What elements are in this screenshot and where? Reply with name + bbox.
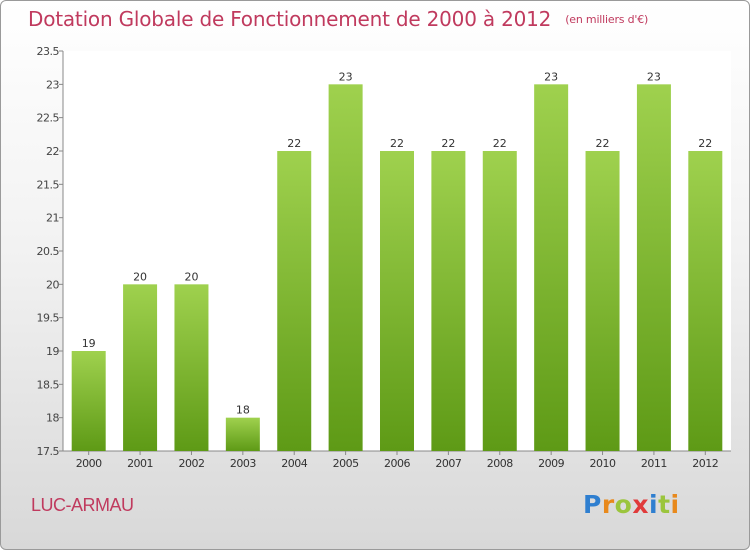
y-tick-label: 22: [46, 145, 59, 158]
x-tick-label: 2004: [281, 457, 307, 470]
x-tick-label: 2000: [76, 457, 102, 470]
data-label: 19: [82, 337, 96, 350]
bar: [482, 151, 517, 451]
chart-title-text: Dotation Globale de Fonctionnement de 20…: [28, 7, 552, 31]
bar: [225, 417, 260, 451]
y-tick-label: 23: [46, 78, 59, 91]
y-tick-label: 18: [46, 412, 59, 425]
x-tick-label: 2011: [641, 457, 667, 470]
x-tick-label: 2007: [435, 457, 461, 470]
data-label: 22: [596, 137, 610, 150]
proxiti-logo[interactable]: Proxiti: [583, 490, 680, 519]
bar: [688, 151, 723, 451]
logo-letter: i: [649, 490, 659, 519]
logo-letter: r: [601, 490, 615, 519]
x-tick-label: 2003: [230, 457, 256, 470]
x-tick-label: 2002: [178, 457, 204, 470]
y-tick-label: 19: [46, 345, 59, 358]
y-tick-label: 23.5: [37, 45, 60, 58]
y-tick-label: 19.5: [37, 312, 60, 325]
data-label: 23: [339, 70, 353, 83]
y-tick-label: 18.5: [37, 378, 60, 391]
bar: [534, 84, 569, 451]
y-tick-label: 20: [46, 278, 59, 291]
y-tick-label: 21: [46, 212, 59, 225]
logo-letter: x: [632, 490, 649, 519]
bar: [277, 151, 312, 451]
data-label: 22: [441, 137, 455, 150]
x-tick-label: 2005: [333, 457, 359, 470]
y-tick-label: 21.5: [37, 178, 60, 191]
data-label: 20: [133, 270, 147, 283]
bar: [328, 84, 363, 451]
x-tick-label: 2006: [384, 457, 410, 470]
data-label: 22: [698, 137, 712, 150]
x-tick-label: 2010: [590, 457, 616, 470]
x-tick-label: 2012: [692, 457, 718, 470]
logo-letter: P: [583, 490, 602, 519]
bar: [380, 151, 414, 451]
bar: [71, 351, 106, 451]
x-tick-label: 2001: [127, 457, 153, 470]
logo-letter: t: [658, 490, 671, 519]
chart-title: Dotation Globale de Fonctionnement de 20…: [28, 7, 648, 31]
bar: [585, 151, 620, 451]
data-label: 23: [647, 70, 661, 83]
bar: [174, 284, 209, 451]
location-name: LUC-ARMAU: [31, 495, 134, 515]
y-tick-label: 17.5: [37, 445, 60, 458]
logo-letter: i: [670, 490, 680, 519]
data-label: 20: [184, 270, 198, 283]
bar: [123, 284, 158, 451]
data-label: 23: [544, 70, 558, 83]
chart-unit: (en milliers d'€): [565, 13, 649, 26]
data-label: 22: [287, 137, 301, 150]
y-tick-label: 22.5: [37, 112, 60, 125]
data-label: 22: [390, 137, 404, 150]
data-label: 18: [236, 404, 250, 417]
bar: [636, 84, 671, 451]
x-tick-label: 2008: [487, 457, 513, 470]
data-label: 22: [493, 137, 507, 150]
logo-letter: o: [614, 490, 633, 519]
bar: [431, 151, 466, 451]
y-tick-label: 20.5: [37, 245, 60, 258]
x-tick-label: 2009: [538, 457, 564, 470]
